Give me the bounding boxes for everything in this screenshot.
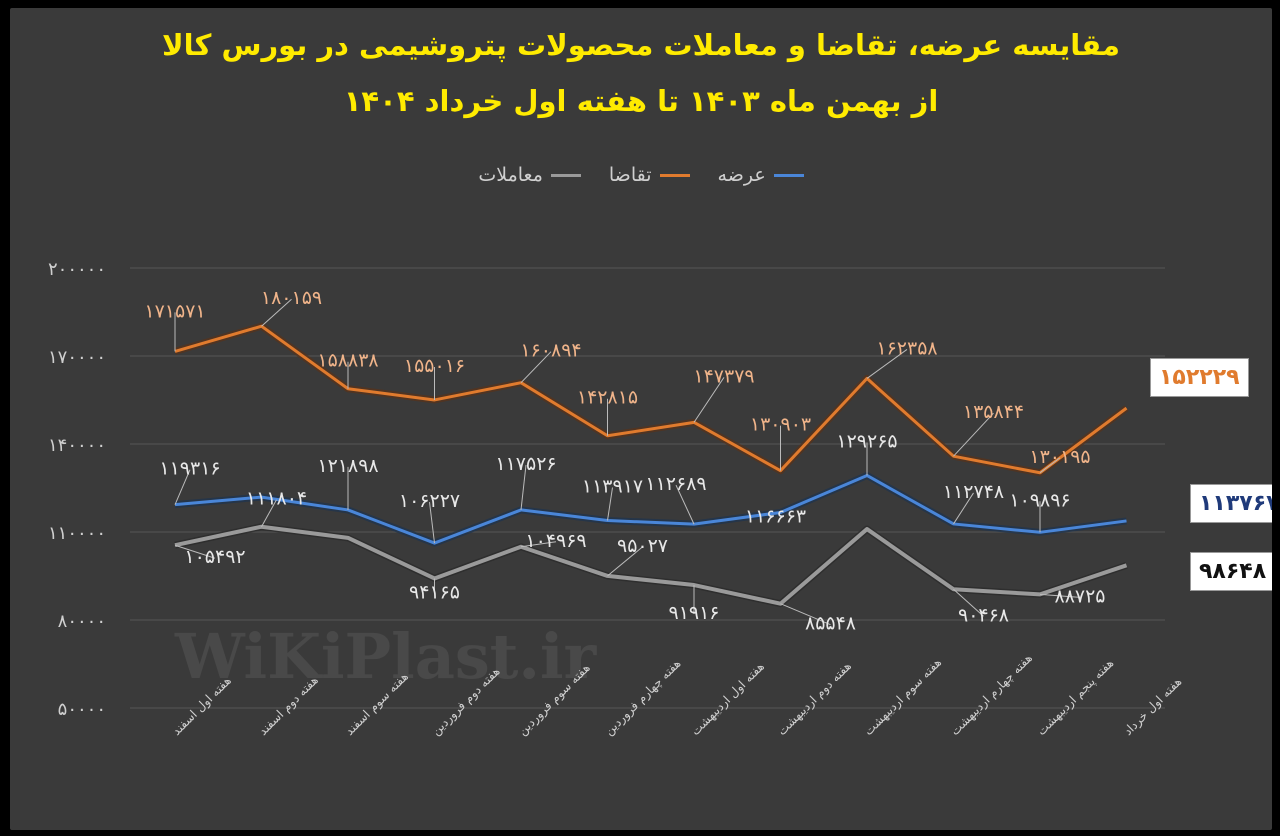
- x-tick-label: هفته دوم اسفند: [256, 673, 322, 739]
- leader-line: [607, 546, 643, 577]
- leader-line: [1039, 457, 1061, 474]
- data-label: ۹۴۱۶۵: [409, 581, 460, 603]
- data-label: ۱۸۰۱۵۹: [261, 287, 322, 309]
- leader-line: [174, 544, 216, 559]
- data-label: ۱۰۴۹۶۹: [525, 530, 586, 552]
- data-label: ۱۱۳۹۱۷: [582, 476, 643, 498]
- legend-label-trades: معاملات: [478, 164, 543, 186]
- data-label: ۱۱۲۷۴۸: [943, 481, 1004, 503]
- leader-line: [1039, 593, 1081, 598]
- leader-line: [953, 412, 994, 457]
- data-label: ۱۵۵۰۱۶: [404, 355, 465, 377]
- leader-line: [693, 377, 725, 423]
- data-label: ۸۸۷۲۵: [1054, 585, 1105, 607]
- chart-subtitle: از بهمن ماه ۱۴۰۳ تا هفته اول خرداد ۱۴۰۴: [343, 84, 939, 118]
- data-label: ۱۱۶۶۶۳: [745, 505, 806, 527]
- leader-line: [780, 603, 831, 626]
- y-tick-label: ۱۷۰۰۰۰: [48, 347, 106, 368]
- data-label: ۱۰۶۲۲۷: [399, 490, 460, 512]
- series-line-1: [174, 324, 1128, 475]
- data-label: ۸۵۵۴۸: [805, 613, 856, 635]
- leader-line: [429, 502, 435, 544]
- end-value-badge: ۱۵۲۲۲۹: [1150, 358, 1249, 397]
- data-label: ۱۳۰۱۹۵: [1029, 446, 1090, 468]
- x-tick-label: هفته دوم فروردین: [429, 664, 504, 739]
- legend-label-supply: عرضه: [717, 164, 766, 186]
- data-label: ۹۱۹۱۶: [668, 602, 719, 624]
- leader-line: [520, 351, 552, 384]
- data-label: ۱۱۱۸۰۴: [246, 488, 307, 510]
- y-tick-label: ۱۴۰۰۰۰: [48, 435, 106, 456]
- chart-frame: مقایسه عرضه، تقاضا و معاملات محصولات پتر…: [10, 8, 1272, 830]
- data-label: ۱۱۷۵۲۶: [495, 453, 556, 475]
- x-tick-label: هفته اول خرداد: [1121, 674, 1185, 738]
- data-label: ۱۱۲۶۸۹: [645, 473, 706, 495]
- leader-line: [866, 349, 908, 379]
- legend-swatch-supply: [773, 173, 804, 177]
- y-tick-label: ۲۰۰۰۰۰: [48, 259, 106, 280]
- end-value-badge: ۹۸۶۴۸: [1190, 552, 1272, 591]
- data-label: ۱۷۱۵۷۱: [144, 300, 205, 322]
- leader-line: [261, 298, 292, 327]
- leader-line: [174, 469, 191, 505]
- legend: عرضه تقاضا معاملات: [10, 164, 1272, 186]
- data-label: ۱۰۹۸۹۶: [1009, 489, 1070, 511]
- x-tick-label: هفته پنجم اردیبهشت: [1034, 656, 1117, 739]
- data-label: ۹۵۰۲۷: [617, 535, 668, 557]
- x-tick-label: هفته سوم فروردین: [515, 661, 593, 739]
- plot-area: ۵۰۰۰۰ ۸۰۰۰۰ ۱۱۰۰۰۰ ۱۴۰۰۰۰ ۱۷۰۰۰۰ ۲۰۰۰۰۰ هفته ا…: [48, 259, 1185, 739]
- data-label: ۱۴۲۸۱۵: [577, 387, 638, 409]
- x-tick-label: هفته دوم اردیبهشت: [775, 659, 855, 739]
- legend-swatch-demand: [659, 173, 690, 177]
- data-label: ۱۱۹۳۱۶: [159, 458, 220, 480]
- legend-label-demand: تقاضا: [608, 164, 652, 186]
- leader-line: [607, 487, 613, 521]
- leader-line: [520, 541, 557, 548]
- end-value-badge: ۱۱۳۷۶۷: [1190, 484, 1272, 523]
- x-tick-label: هفته اول اسفند: [169, 674, 234, 739]
- leader-line: [953, 492, 974, 525]
- x-tick-label: هفته چهارم اردیبهشت: [948, 651, 1036, 739]
- x-tick-label: هفته سوم اردیبهشت: [861, 655, 945, 739]
- series-line-0: [174, 473, 1127, 545]
- data-label: ۱۲۹۲۶۵: [836, 430, 897, 452]
- data-label: ۱۲۱۸۹۸: [317, 455, 378, 477]
- leader-line: [261, 499, 277, 527]
- leader-line: [520, 464, 527, 510]
- data-label: ۱۳۵۸۴۴: [963, 401, 1024, 423]
- data-label: ۹۰۴۶۸: [958, 604, 1009, 626]
- data-label: ۱۶۲۳۵۸: [876, 337, 937, 359]
- watermark-logo: WiKiPlast.ir: [175, 620, 597, 693]
- data-label: ۱۶۰۸۹۴: [520, 340, 581, 362]
- x-tick-label: هفته سوم اسفند: [342, 669, 411, 738]
- y-tick-label: ۱۱۰۰۰۰: [48, 523, 106, 544]
- leader-line: [953, 588, 984, 617]
- legend-item-supply: عرضه: [718, 164, 804, 186]
- legend-swatch-trades: [550, 173, 581, 177]
- data-label: ۱۴۷۳۷۹: [693, 365, 754, 387]
- x-tick-label: هفته اول اردیبهشت: [688, 659, 767, 738]
- y-tick-label: ۵۰۰۰۰: [58, 699, 106, 720]
- x-tick-label: هفته چهارم فروردین: [602, 656, 685, 739]
- data-label: ۱۵۸۸۳۸: [317, 350, 378, 372]
- legend-item-trades: معاملات: [478, 164, 581, 186]
- series-line-2: [174, 524, 1128, 606]
- series-shadow-1: [174, 322, 1129, 477]
- legend-item-demand: تقاضا: [609, 164, 690, 186]
- data-label: ۱۰۵۴۹۲: [184, 546, 245, 568]
- data-label: ۱۳۰۹۰۳: [750, 414, 811, 436]
- y-tick-label: ۸۰۰۰۰: [58, 611, 106, 632]
- chart-title: مقایسه عرضه، تقاضا و معاملات محصولات پتر…: [162, 28, 1120, 62]
- leader-line: [675, 484, 695, 525]
